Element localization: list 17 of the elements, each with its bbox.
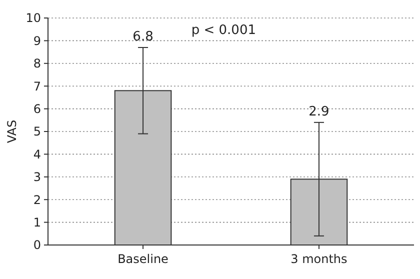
annotation: p < 0.001 [191,23,256,38]
y-tick-label: 6 [33,102,41,116]
y-tick-label: 8 [33,56,41,71]
y-axis-title: VAS [5,120,19,144]
annotation: 2.9 [308,104,330,120]
y-tick-label: 10 [26,11,41,26]
y-tick-label: 5 [33,124,41,139]
y-tick-label: 9 [33,34,41,48]
annotation: 6.8 [132,30,154,45]
y-tick-label: 1 [33,216,41,230]
y-tick-label: 0 [33,238,41,252]
x-tick-label: 3 months [290,252,348,266]
y-tick-label: 7 [33,79,41,94]
y-tick-label: 4 [33,147,41,162]
y-tick-label: 2 [33,192,41,207]
y-tick-label: 3 [33,170,41,184]
x-tick-label: Baseline [118,252,168,266]
